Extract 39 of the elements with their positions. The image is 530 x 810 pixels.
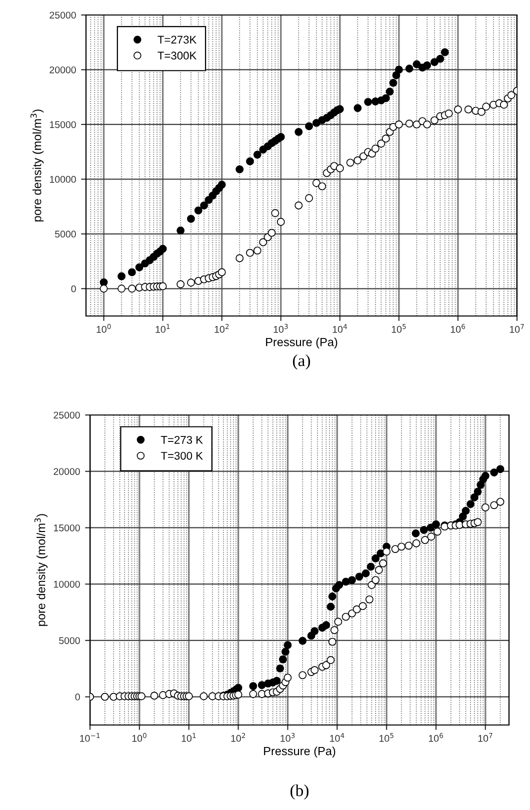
- legend-label: T=273K: [158, 36, 197, 44]
- y-tick-label: 20000: [50, 66, 76, 74]
- y-tick-label: 15000: [50, 121, 76, 128]
- y-tick-label: 25000: [50, 12, 76, 19]
- x-tick-label: 10$^{2}$: [231, 732, 246, 742]
- text: (a): [292, 354, 310, 370]
- x-tick-label: 10$^{1}$: [182, 733, 196, 742]
- y-tick-label: 5000: [55, 230, 76, 238]
- x-tick-label: 10$^{−1}$: [80, 733, 100, 742]
- x-tick-label: 10$^{7}$: [478, 733, 492, 742]
- y-tick-label: 5000: [59, 637, 80, 644]
- x-tick-label: 10$^{0}$: [96, 324, 111, 333]
- x-tick-label: 10$^{1}$: [156, 324, 170, 333]
- x-tick-label: 10$^{6}$: [450, 324, 465, 333]
- x-axis-title: Pressure (Pa): [266, 338, 338, 349]
- y-axis-title: pore density (mol/m$^{3}$): [34, 514, 48, 626]
- y-tick-label: 20000: [54, 468, 80, 475]
- x-axis-title: Pressure (Pa): [264, 746, 336, 758]
- x-tick-label: 10$^{4}$: [332, 324, 347, 333]
- x-tick-label: 10$^{3}$: [274, 324, 288, 333]
- x-tick-label: 10$^{4}$: [330, 733, 344, 742]
- legend-label: T=300 K: [160, 452, 203, 460]
- legend-label: T=273 K: [160, 436, 203, 444]
- y-tick-label: 0: [75, 694, 80, 700]
- y-tick-label: 15000: [54, 524, 80, 532]
- x-tick-label: 10$^{5}$: [380, 733, 394, 742]
- x-tick-label: 10$^{7}$: [510, 324, 524, 333]
- y-tick-label: 10000: [50, 176, 76, 183]
- x-tick-label: 10$^{5}$: [392, 324, 406, 333]
- text: (b): [290, 784, 308, 800]
- y-tick-label: 0: [71, 285, 76, 292]
- x-tick-label: 10$^{0}$: [132, 732, 146, 742]
- y-axis-title: pore density (mol/m$^{3}$): [30, 110, 44, 222]
- x-tick-label: 10$^{6}$: [428, 732, 444, 742]
- legend-label: T=300K: [158, 52, 197, 60]
- y-tick-label: 25000: [54, 412, 80, 419]
- y-tick-label: 10000: [54, 580, 80, 588]
- x-tick-label: 10$^{2}$: [214, 324, 229, 333]
- x-tick-label: 10$^{3}$: [280, 732, 295, 742]
